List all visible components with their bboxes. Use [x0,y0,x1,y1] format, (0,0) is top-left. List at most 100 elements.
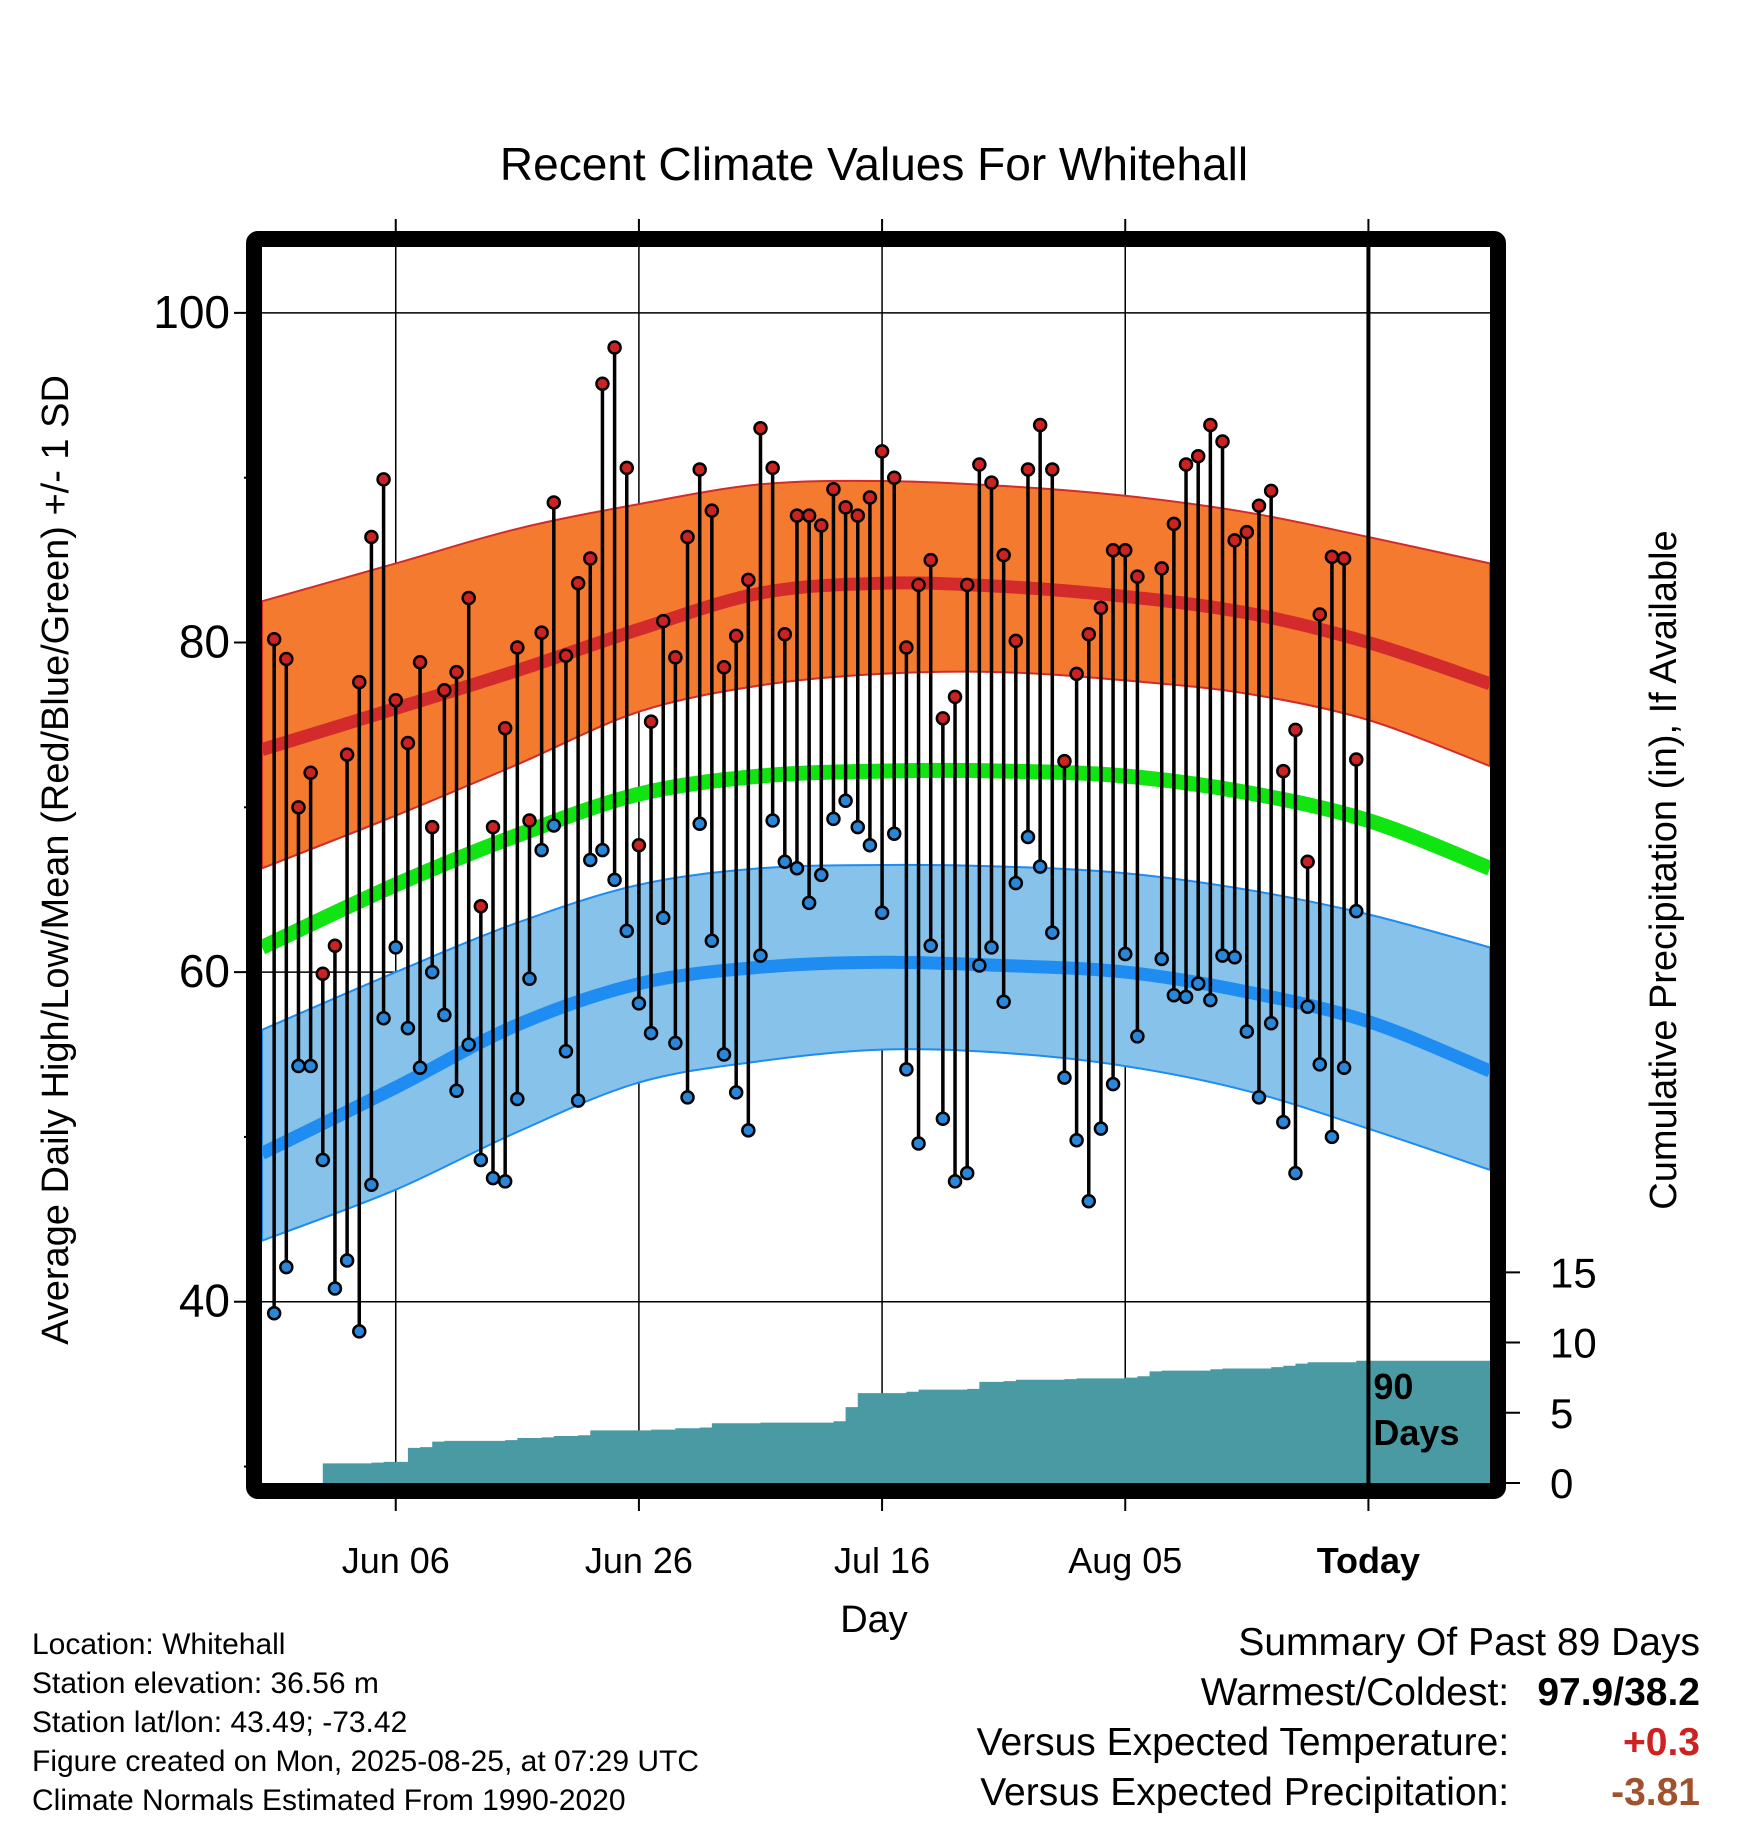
daily-low-point [1020,829,1036,845]
daily-low-point [485,1170,501,1186]
daily-high-point [1081,627,1097,642]
daily-high-point [266,631,282,647]
daily-low-point [886,826,902,841]
daily-low-point [291,1058,306,1074]
daily-high-point [765,460,780,476]
daily-high-point [886,470,902,485]
summary-panel: Summary Of Past 89 Days Warmest/Coldest:… [977,1618,1700,1818]
daily-low-point [1288,1165,1303,1181]
daily-high-point [850,508,866,523]
daily-high-point [279,651,294,667]
daily-low-point [996,994,1011,1010]
plot-area: 90 Days 40 60 80 100 0 5 10 15 Jun 06 Jun 26 Jul 16 A… [153,219,1597,1581]
precip-anomaly-row: Versus Expected Precipitation: -3.81 [977,1768,1700,1818]
daily-low-point [1069,1132,1084,1148]
daily-high-point [1032,417,1048,433]
daily-high-point [485,819,501,835]
daily-low-point [765,813,780,828]
daily-high-point [497,720,513,736]
daily-low-point [327,1281,343,1296]
daily-low-point [741,1123,756,1138]
daily-high-point [911,577,926,593]
daily-low-point [522,971,537,986]
chart-title: Recent Climate Values For Whitehall [500,138,1248,190]
daily-low-point [1239,1024,1255,1039]
daily-low-point [972,958,987,973]
daily-high-point [1020,462,1036,477]
daily-high-point [741,572,756,588]
precip-anomaly-value: -3.81 [1611,1771,1700,1814]
daily-low-point [558,1043,574,1059]
y-tick-label: 60 [179,945,230,997]
daily-high-point [437,683,452,698]
daily-low-point [497,1174,513,1189]
daily-high-point [461,590,476,606]
daily-high-point [1239,524,1255,540]
daily-low-point [704,933,720,949]
daily-high-point [862,490,878,505]
daily-low-point [1178,989,1194,1005]
daily-low-point [680,1090,695,1105]
y2-tick-label: 15 [1550,1249,1597,1296]
plot-frame [246,231,1506,1499]
daily-high-point [558,648,574,663]
daily-low-point [692,816,707,832]
daily-low-point [1032,859,1048,874]
daily-low-point [911,1136,926,1151]
daily-low-point [570,1093,586,1108]
daily-low-point [339,1253,355,1268]
daily-high-point [473,898,489,914]
daily-low-point [655,910,671,925]
x-tick-label: Today [1317,1540,1420,1581]
daily-low-point [984,940,999,955]
daily-high-point [826,482,841,497]
daily-high-point [424,819,440,835]
daily-low-point [1312,1057,1328,1072]
daily-high-point [376,472,391,487]
daily-low-point [789,861,805,876]
daily-low-point [1251,1090,1267,1105]
daily-high-point [1300,854,1315,869]
precip-anomaly-label: Versus Expected Precipitation: [980,1771,1510,1814]
x-tick-label: Aug 05 [1068,1540,1182,1581]
daily-high-point [1263,483,1279,499]
daily-high-point [1288,722,1303,738]
daily-high-point [1105,542,1121,558]
daily-high-point [1312,607,1328,622]
daily-high-point [874,444,890,459]
plot-content [262,247,1490,1483]
daily-high-point [1057,753,1072,769]
daily-low-point [400,1020,416,1036]
daily-low-point [1324,1129,1340,1145]
daily-low-point [1130,1029,1145,1044]
y2-tick-label: 10 [1550,1320,1597,1367]
daily-high-point [352,674,367,690]
today-label-count: 90 [1373,1366,1413,1407]
daily-low-point [850,819,866,835]
daily-low-point [947,1174,963,1189]
low-sd-band [262,863,1490,1242]
daily-high-point [777,627,793,642]
daily-low-point [266,1306,282,1321]
daily-high-point [996,547,1011,563]
daily-high-point [704,503,720,518]
y2-axis-label: Cumulative Precipitation (in), If Availa… [1643,530,1685,1209]
daily-low-point [424,964,440,980]
daily-high-point [1130,569,1145,584]
daily-high-point [1349,752,1364,767]
daily-low-point [838,793,853,808]
daily-low-point [364,1177,379,1192]
daily-high-point [412,655,428,670]
daily-low-point [1300,999,1315,1014]
warmest-coldest-value: 97.9/38.2 [1537,1671,1700,1714]
daily-high-point [449,664,464,680]
daily-low-point [1349,903,1364,919]
daily-high-point [1324,549,1340,565]
daily-high-point [631,837,647,853]
x-axis-label: Day [840,1599,908,1641]
elevation-text: Station elevation: 36.56 m [32,1667,379,1700]
daily-low-point [874,905,890,921]
daily-high-point [303,765,318,780]
daily-low-point [1166,987,1182,1003]
x-tick-label: Jun 06 [342,1540,450,1581]
